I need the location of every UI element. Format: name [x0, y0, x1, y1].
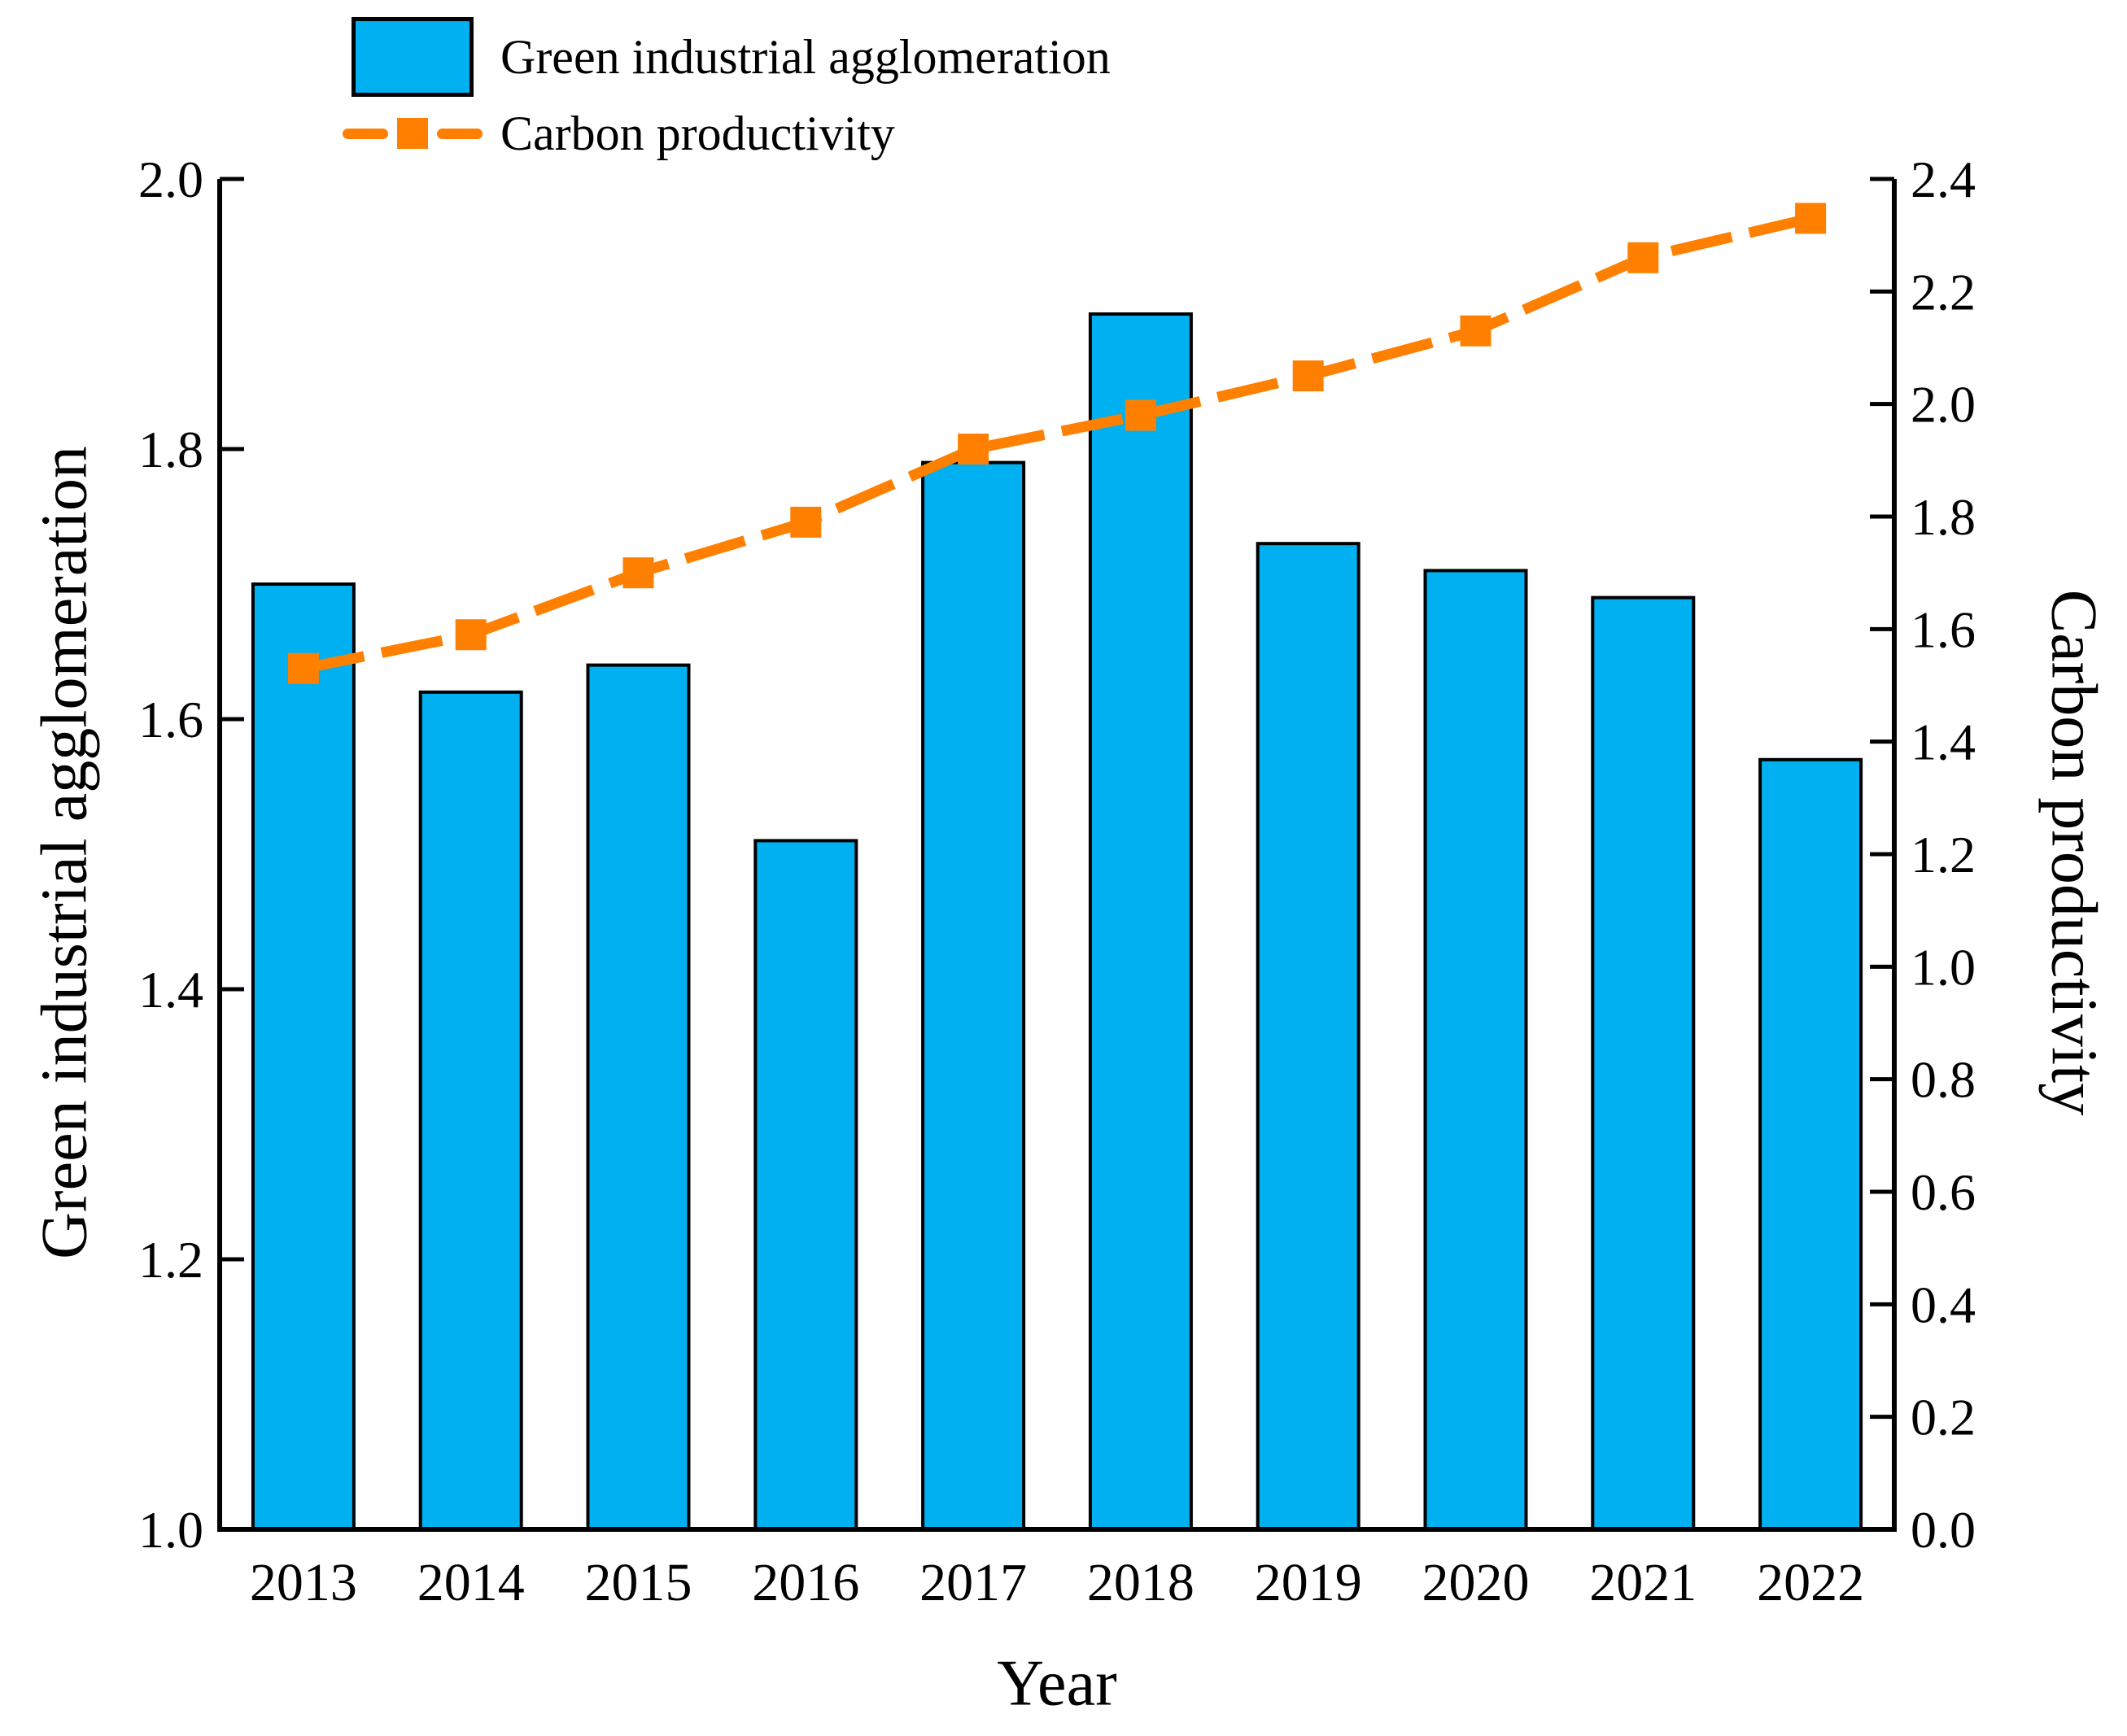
carbon-productivity-line [302, 213, 1812, 674]
right-tick-label: 0.6 [1911, 1163, 1976, 1221]
bar-2014 [418, 690, 523, 1531]
marker-2017 [958, 434, 989, 465]
right-tick-label: 1.8 [1911, 488, 1976, 546]
x-tick-label-2022: 2022 [1757, 1553, 1864, 1612]
bar-2017 [921, 460, 1026, 1531]
bar-series [251, 312, 1863, 1532]
left-tick-label: 1.6 [138, 691, 203, 748]
dash-right-icon [436, 128, 483, 139]
marker-2020 [1460, 315, 1492, 347]
right-tick-label: 0.8 [1911, 1051, 1976, 1109]
line-swatch-icon [342, 118, 483, 149]
x-tick-label-2021: 2021 [1589, 1553, 1697, 1612]
right-tick-label: 1.4 [1911, 713, 1976, 771]
line-markers [287, 203, 1827, 684]
marker-2015 [622, 557, 654, 589]
marker-2019 [1292, 360, 1324, 392]
right-tick-label: 2.4 [1911, 150, 1976, 208]
legend: Green industrial agglomeration Carbon pr… [324, 16, 1111, 158]
left-axis-title: Green industrial agglomeration [28, 446, 101, 1259]
bar-2013 [251, 582, 356, 1531]
left-tick-label: 2.0 [138, 150, 203, 208]
bar-2018 [1088, 312, 1193, 1531]
bar-swatch-icon [351, 17, 474, 97]
right-tick-label: 0.2 [1911, 1389, 1976, 1446]
left-tick-label: 1.0 [138, 1501, 203, 1559]
marker-2016 [790, 506, 822, 538]
legend-swatch-cell [324, 17, 500, 97]
x-axis: 2013 2014 2015 2016 2017 2018 2019 2020 2021 2022 [250, 1553, 1864, 1612]
marker-2018 [1125, 399, 1156, 431]
legend-item-green-industrial-agglomeration: Green industrial agglomeration [324, 16, 1111, 98]
x-tick-label-2020: 2020 [1422, 1553, 1530, 1612]
x-tick-label-2019: 2019 [1255, 1553, 1362, 1612]
x-axis-title: Year [997, 1647, 1117, 1720]
dash-left-icon [342, 128, 388, 139]
x-tick-label-2014: 2014 [417, 1553, 525, 1612]
right-axis-title: Carbon productivity [2037, 589, 2110, 1116]
x-tick-label-2013: 2013 [250, 1553, 357, 1612]
x-tick-label-2015: 2015 [585, 1553, 692, 1612]
right-tick-label: 1.0 [1911, 938, 1976, 996]
right-tick-label: 2.0 [1911, 376, 1976, 434]
legend-label-bar: Green industrial agglomeration [500, 30, 1111, 84]
marker-2014 [455, 619, 487, 651]
bar-2016 [753, 839, 858, 1531]
right-axis: 0.0 0.2 0.4 0.6 0.8 1.0 1.2 1.4 1.6 1.8 2.0 2.2 2.4 [1870, 150, 1976, 1559]
left-axis: 1.0 1.2 1.4 1.6 1.8 2.0 [138, 150, 244, 1559]
bar-2015 [586, 663, 691, 1531]
marker-2021 [1627, 242, 1659, 273]
right-tick-label: 1.2 [1911, 826, 1976, 883]
square-marker-icon [396, 118, 428, 149]
right-tick-label: 0.4 [1911, 1276, 1976, 1333]
x-tick-label-2017: 2017 [919, 1553, 1027, 1612]
left-tick-label: 1.2 [138, 1231, 203, 1289]
x-tick-label-2016: 2016 [752, 1553, 859, 1612]
bar-2019 [1256, 542, 1360, 1532]
x-tick-label-2018: 2018 [1087, 1553, 1195, 1612]
right-tick-label: 2.2 [1911, 263, 1976, 321]
legend-item-carbon-productivity: Carbon productivity [324, 109, 1111, 158]
bar-2022 [1758, 757, 1863, 1531]
bar-2021 [1591, 595, 1696, 1531]
bar-2020 [1423, 569, 1528, 1531]
legend-swatch-cell [324, 118, 500, 149]
marker-2013 [287, 652, 319, 684]
left-tick-label: 1.8 [138, 421, 203, 478]
right-tick-label: 1.6 [1911, 600, 1976, 658]
right-tick-label: 0.0 [1911, 1501, 1976, 1559]
legend-label-line: Carbon productivity [500, 107, 895, 160]
left-tick-label: 1.4 [138, 961, 203, 1018]
marker-2022 [1795, 203, 1827, 234]
